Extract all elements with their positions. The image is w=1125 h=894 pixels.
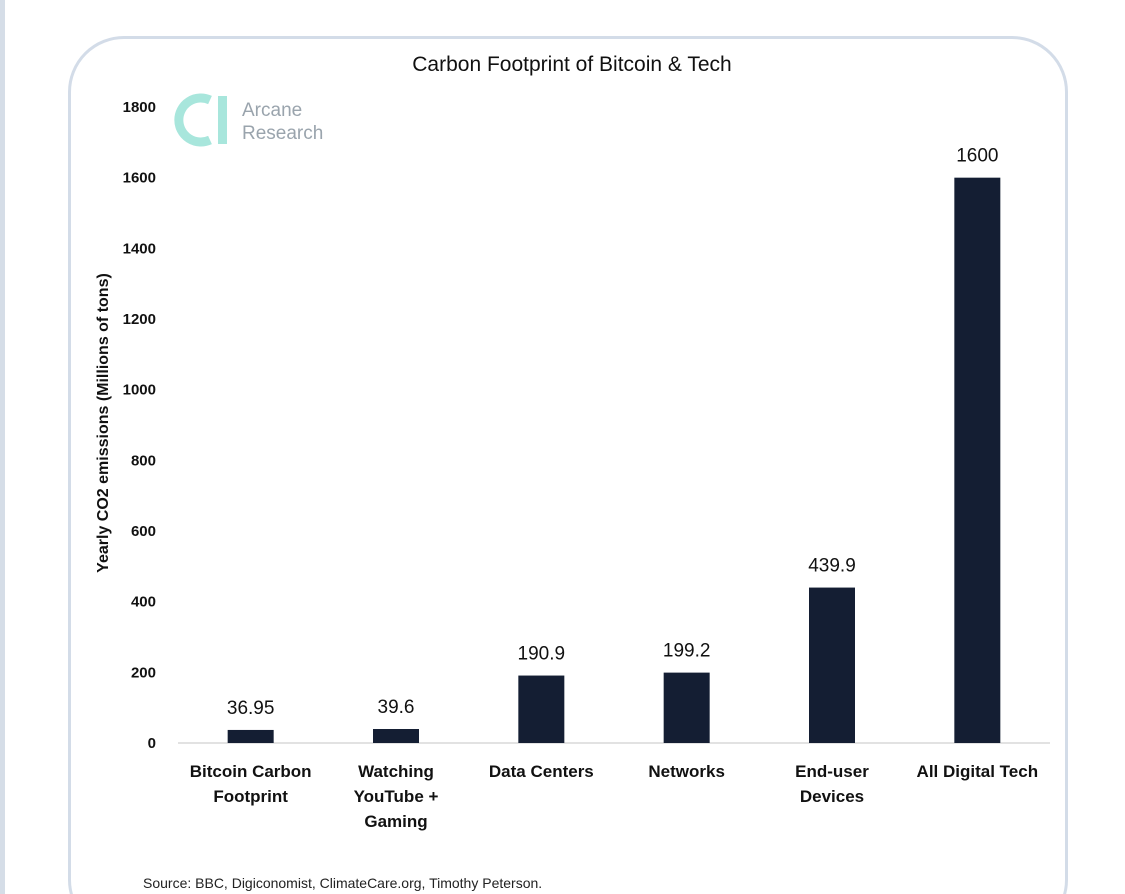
- category-label: End-user Devices: [795, 762, 869, 806]
- y-tick-label: 1400: [123, 240, 156, 257]
- x-axis-category-labels: Bitcoin Carbon Footprint Watching YouTube +…: [190, 762, 1038, 831]
- brand-name-line2: Research: [242, 123, 323, 144]
- y-tick-label: 800: [131, 452, 156, 469]
- arcane-logo-icon: [174, 93, 227, 147]
- bars: [227, 177, 1001, 743]
- bar-value-label: 36.95: [227, 698, 275, 719]
- chart-card: [68, 36, 1068, 894]
- bar: [518, 675, 565, 743]
- category-label: Bitcoin Carbon Footprint: [190, 762, 312, 806]
- category-label: All Digital Tech: [917, 762, 1039, 781]
- value-labels: 36.95 39.6 190.9 199.2 439.9 1600: [227, 146, 999, 719]
- bar-value-label: 39.6: [378, 697, 415, 718]
- brand-logo: Arcane Research: [174, 93, 323, 147]
- y-tick-label: 400: [131, 594, 156, 611]
- source-note: Source: BBC, Digiconomist, ClimateCare.o…: [143, 875, 542, 891]
- y-tick-label: 1600: [123, 170, 156, 187]
- bar: [373, 729, 419, 743]
- brand-name-line1: Arcane: [242, 100, 302, 121]
- bar-value-label: 1600: [956, 146, 998, 167]
- y-tick-label: 1000: [123, 382, 156, 399]
- bar-value-label: 190.9: [518, 644, 566, 665]
- category-label: Data Centers: [489, 762, 594, 781]
- y-tick-label: 200: [131, 664, 156, 681]
- bar: [809, 587, 855, 743]
- bar: [663, 672, 710, 743]
- chart-title: Carbon Footprint of Bitcoin & Tech: [412, 53, 731, 76]
- y-tick-label: 600: [131, 523, 156, 540]
- y-tick-label: 1800: [123, 99, 156, 116]
- y-tick-label: 1200: [123, 311, 156, 328]
- bar-value-label: 439.9: [808, 556, 856, 577]
- left-border: [0, 0, 5, 894]
- category-label: Watching YouTube + Gaming: [354, 762, 439, 831]
- bar-value-label: 199.2: [663, 641, 711, 662]
- y-axis-ticks: 0 200 400 600 800 1000 1200 1400 1600 1800: [123, 99, 156, 752]
- y-axis-label: Yearly CO2 emissions (Millions of tons): [95, 273, 112, 573]
- category-label: Networks: [648, 762, 725, 781]
- bar: [227, 729, 274, 743]
- bar: [954, 177, 1001, 743]
- y-tick-label: 0: [148, 735, 156, 752]
